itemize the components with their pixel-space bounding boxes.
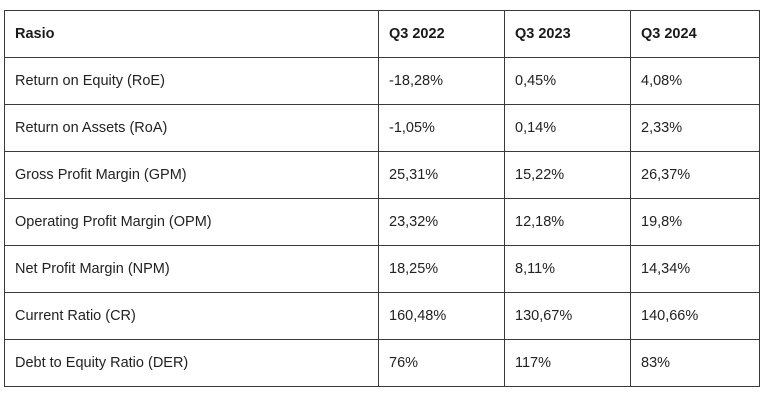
ratio-name-cell: Return on Equity (RoE) <box>4 57 379 105</box>
value-cell: 4,08% <box>630 57 760 105</box>
value-cell: 83% <box>630 339 760 387</box>
value-cell: 2,33% <box>630 104 760 152</box>
header-q3-2024: Q3 2024 <box>630 10 760 58</box>
header-row: Rasio Q3 2022 Q3 2023 Q3 2024 <box>4 10 760 58</box>
value-cell: 160,48% <box>378 292 505 340</box>
value-cell: 76% <box>378 339 505 387</box>
value-cell: -18,28% <box>378 57 505 105</box>
table-row: Net Profit Margin (NPM) 18,25% 8,11% 14,… <box>4 245 760 293</box>
ratio-name-cell: Return on Assets (RoA) <box>4 104 379 152</box>
header-rasio: Rasio <box>4 10 379 58</box>
ratio-name-cell: Debt to Equity Ratio (DER) <box>4 339 379 387</box>
value-cell: 0,14% <box>504 104 631 152</box>
table-row: Debt to Equity Ratio (DER) 76% 117% 83% <box>4 339 760 387</box>
value-cell: 140,66% <box>630 292 760 340</box>
value-cell: 19,8% <box>630 198 760 246</box>
financial-ratio-table: Rasio Q3 2022 Q3 2023 Q3 2024 Return on … <box>4 10 760 387</box>
value-cell: 117% <box>504 339 631 387</box>
table-row: Return on Assets (RoA) -1,05% 0,14% 2,33… <box>4 104 760 152</box>
table-row: Operating Profit Margin (OPM) 23,32% 12,… <box>4 198 760 246</box>
value-cell: 15,22% <box>504 151 631 199</box>
financial-ratio-table-container: Rasio Q3 2022 Q3 2023 Q3 2024 Return on … <box>4 10 760 387</box>
value-cell: 130,67% <box>504 292 631 340</box>
value-cell: 26,37% <box>630 151 760 199</box>
header-q3-2023: Q3 2023 <box>504 10 631 58</box>
header-q3-2022: Q3 2022 <box>378 10 505 58</box>
value-cell: 23,32% <box>378 198 505 246</box>
value-cell: 12,18% <box>504 198 631 246</box>
table-row: Return on Equity (RoE) -18,28% 0,45% 4,0… <box>4 57 760 105</box>
table-body: Return on Equity (RoE) -18,28% 0,45% 4,0… <box>4 57 760 387</box>
value-cell: 0,45% <box>504 57 631 105</box>
value-cell: 18,25% <box>378 245 505 293</box>
value-cell: 25,31% <box>378 151 505 199</box>
ratio-name-cell: Operating Profit Margin (OPM) <box>4 198 379 246</box>
table-row: Gross Profit Margin (GPM) 25,31% 15,22% … <box>4 151 760 199</box>
table-row: Current Ratio (CR) 160,48% 130,67% 140,6… <box>4 292 760 340</box>
ratio-name-cell: Gross Profit Margin (GPM) <box>4 151 379 199</box>
value-cell: 14,34% <box>630 245 760 293</box>
ratio-name-cell: Net Profit Margin (NPM) <box>4 245 379 293</box>
table-header: Rasio Q3 2022 Q3 2023 Q3 2024 <box>4 10 760 58</box>
value-cell: 8,11% <box>504 245 631 293</box>
ratio-name-cell: Current Ratio (CR) <box>4 292 379 340</box>
value-cell: -1,05% <box>378 104 505 152</box>
